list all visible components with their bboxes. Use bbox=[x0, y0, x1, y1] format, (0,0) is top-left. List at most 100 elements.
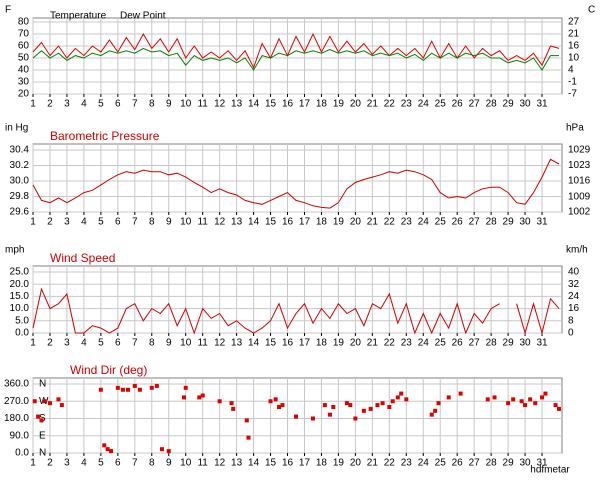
data-point bbox=[244, 418, 249, 423]
data-point bbox=[268, 399, 273, 404]
x-tick-label: 17 bbox=[299, 217, 311, 228]
x-tick-label: 14 bbox=[248, 217, 260, 228]
x-tick-label: 18 bbox=[316, 458, 328, 469]
data-point bbox=[380, 401, 385, 406]
x-tick-label: 4 bbox=[81, 458, 87, 469]
data-point bbox=[511, 397, 516, 402]
x-tick-label: 27 bbox=[469, 458, 481, 469]
legend-entry: Dew Point bbox=[120, 11, 166, 22]
data-point bbox=[433, 408, 438, 413]
x-tick-label: 15 bbox=[265, 99, 277, 110]
x-tick-label: 16 bbox=[282, 217, 294, 228]
data-point bbox=[458, 391, 463, 396]
x-tick-label: 31 bbox=[536, 217, 548, 228]
x-tick-label: 24 bbox=[418, 217, 430, 228]
x-tick-label: 30 bbox=[520, 99, 532, 110]
data-point bbox=[294, 414, 298, 419]
x-tick-label: 24 bbox=[418, 99, 430, 110]
x-tick-label: 29 bbox=[503, 217, 515, 228]
y2-tick-label: 0 bbox=[568, 328, 574, 339]
data-point bbox=[368, 406, 373, 411]
y-tick-label: 0.0 bbox=[15, 448, 29, 459]
data-point bbox=[246, 435, 251, 440]
x-tick-label: 1 bbox=[30, 217, 36, 228]
y-tick-label: 40 bbox=[18, 65, 30, 76]
data-point bbox=[429, 412, 434, 417]
x-tick-label: 10 bbox=[180, 217, 192, 228]
data-point bbox=[361, 408, 366, 413]
data-point bbox=[137, 387, 142, 392]
x-tick-label: 14 bbox=[248, 458, 260, 469]
y-tick-label: 15.0 bbox=[10, 291, 30, 302]
y-tick-label: 25.0 bbox=[10, 267, 30, 278]
y2-tick-label: 1009 bbox=[568, 191, 591, 202]
x-tick-label: 7 bbox=[132, 217, 138, 228]
chart-title: Barometric Pressure bbox=[50, 129, 160, 143]
y-tick-label: 50 bbox=[18, 53, 30, 64]
x-tick-label: 23 bbox=[401, 217, 413, 228]
x-tick-label: 31 bbox=[536, 99, 548, 110]
x-tick-label: 12 bbox=[214, 217, 226, 228]
y-tick-label: 60 bbox=[18, 41, 30, 52]
x-tick-label: 21 bbox=[367, 458, 379, 469]
x-tick-label: 29 bbox=[503, 99, 515, 110]
y2-tick-label: 16 bbox=[568, 41, 580, 52]
data-point bbox=[375, 403, 380, 408]
data-point bbox=[322, 403, 327, 408]
y-axis-label: mph bbox=[5, 245, 24, 256]
chart-title: Wind Dir (deg) bbox=[70, 363, 147, 377]
compass-label: E bbox=[39, 430, 46, 441]
x-tick-label: 23 bbox=[401, 99, 413, 110]
data-point bbox=[387, 405, 392, 409]
x-tick-label: 28 bbox=[486, 99, 498, 110]
x-tick-label: 14 bbox=[248, 338, 260, 349]
x-tick-label: 21 bbox=[367, 338, 379, 349]
compass-label: N bbox=[39, 379, 46, 390]
chart-title: Wind Speed bbox=[50, 251, 115, 265]
x-tick-label: 7 bbox=[132, 99, 138, 110]
data-point bbox=[182, 395, 187, 400]
y-tick-label: 0.0 bbox=[15, 328, 29, 339]
x-tick-label: 5 bbox=[98, 458, 104, 469]
x-tick-label: 22 bbox=[384, 99, 396, 110]
y-tick-label: 90.0 bbox=[10, 430, 30, 441]
y2-tick-label: -1 bbox=[568, 77, 577, 88]
data-point bbox=[183, 385, 188, 390]
data-point bbox=[540, 395, 545, 400]
y-tick-label: 20 bbox=[18, 89, 30, 100]
data-point bbox=[553, 403, 558, 408]
x-tick-label: 24 bbox=[418, 338, 430, 349]
data-point bbox=[404, 397, 409, 402]
data-point bbox=[98, 387, 103, 392]
x-tick-label: 2 bbox=[47, 338, 53, 349]
x-tick-label: 22 bbox=[384, 217, 396, 228]
x-tick-label: 15 bbox=[265, 217, 277, 228]
x-tick-label: 19 bbox=[333, 217, 345, 228]
y-tick-label: 5.0 bbox=[15, 315, 29, 326]
x-tick-label: 22 bbox=[384, 338, 396, 349]
data-point bbox=[56, 397, 61, 402]
data-point bbox=[32, 399, 37, 404]
x-tick-label: 1 bbox=[30, 99, 36, 110]
y-tick-label: 80 bbox=[18, 17, 30, 28]
x-tick-label: 15 bbox=[265, 338, 277, 349]
x-tick-label: 26 bbox=[452, 99, 464, 110]
data-point bbox=[36, 414, 41, 419]
data-point bbox=[217, 399, 222, 404]
x-tick-label: 15 bbox=[265, 458, 277, 469]
x-tick-label: 11 bbox=[197, 458, 208, 469]
x-tick-label: 19 bbox=[333, 99, 345, 110]
y-tick-label: 29.6 bbox=[10, 207, 30, 218]
x-tick-label: 2 bbox=[47, 217, 53, 228]
y2-axis-label: hPa bbox=[566, 123, 584, 134]
data-point bbox=[59, 403, 64, 408]
x-tick-label: 18 bbox=[316, 338, 328, 349]
x-tick-label: 9 bbox=[166, 458, 172, 469]
y2-tick-label: 8 bbox=[568, 315, 574, 326]
y2-tick-label: 1002 bbox=[568, 207, 591, 218]
data-point bbox=[166, 449, 171, 454]
legend-entry: Temperature bbox=[50, 11, 107, 22]
x-tick-label: 21 bbox=[367, 217, 379, 228]
x-tick-label: 29 bbox=[503, 338, 515, 349]
x-tick-label: 30 bbox=[520, 338, 532, 349]
